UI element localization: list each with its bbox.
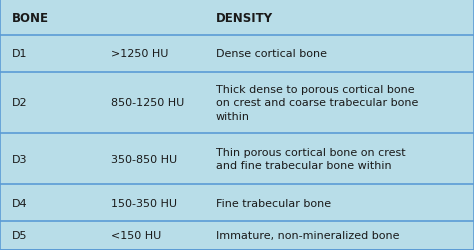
- Text: Thin porous cortical bone on crest
and fine trabecular bone within: Thin porous cortical bone on crest and f…: [216, 147, 405, 171]
- Text: DENSITY: DENSITY: [216, 12, 273, 24]
- Text: Fine trabecular bone: Fine trabecular bone: [216, 198, 331, 208]
- Text: Dense cortical bone: Dense cortical bone: [216, 49, 327, 59]
- Text: Thick dense to porous cortical bone
on crest and coarse trabecular bone
within: Thick dense to porous cortical bone on c…: [216, 84, 418, 121]
- Text: Immature, non-mineralized bone: Immature, non-mineralized bone: [216, 230, 399, 240]
- Text: >1250 HU: >1250 HU: [111, 49, 169, 59]
- Text: D3: D3: [12, 154, 27, 164]
- Text: 350-850 HU: 350-850 HU: [111, 154, 178, 164]
- Text: D4: D4: [12, 198, 27, 208]
- Text: D5: D5: [12, 230, 27, 240]
- Text: D2: D2: [12, 98, 27, 108]
- Text: 150-350 HU: 150-350 HU: [111, 198, 177, 208]
- Text: D1: D1: [12, 49, 27, 59]
- Text: <150 HU: <150 HU: [111, 230, 162, 240]
- Text: 850-1250 HU: 850-1250 HU: [111, 98, 185, 108]
- Text: BONE: BONE: [12, 12, 49, 24]
